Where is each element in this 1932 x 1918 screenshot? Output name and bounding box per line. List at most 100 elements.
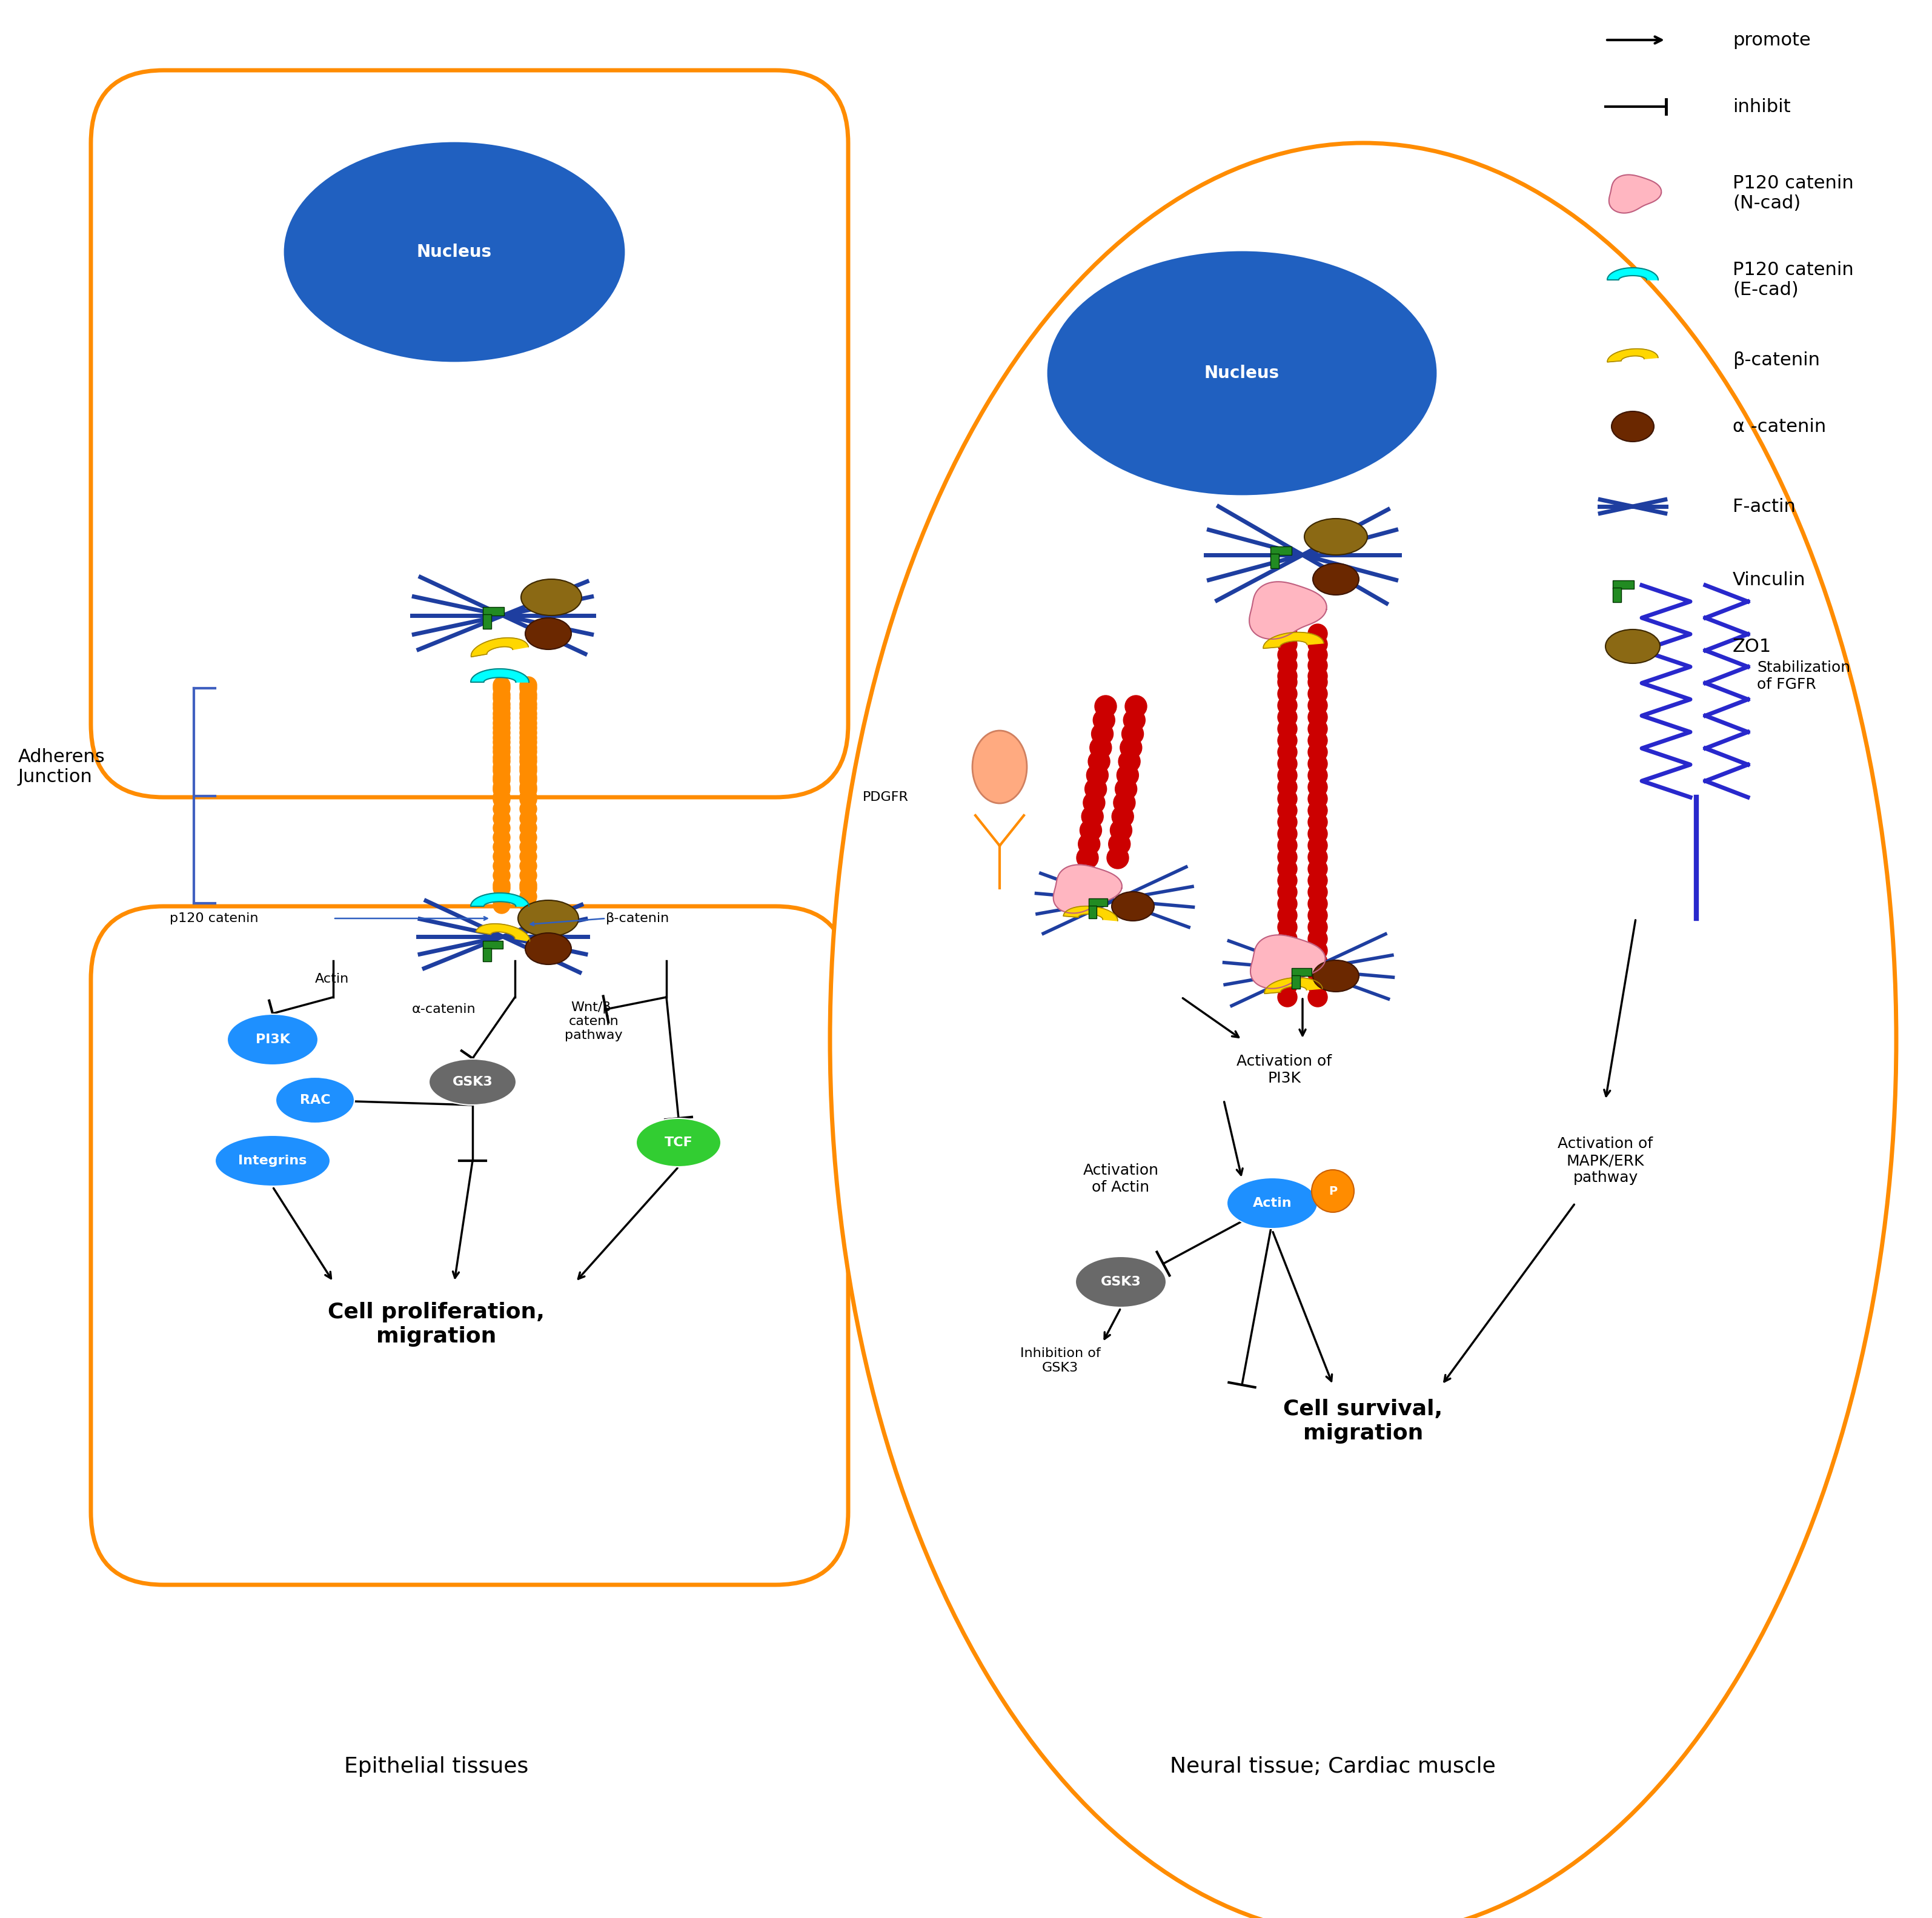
Text: PDGFR: PDGFR (864, 792, 908, 804)
Circle shape (1277, 988, 1296, 1007)
Circle shape (493, 710, 510, 727)
Circle shape (1308, 942, 1327, 961)
Circle shape (493, 829, 510, 846)
Circle shape (493, 790, 510, 807)
Circle shape (1277, 685, 1296, 704)
Circle shape (1109, 832, 1130, 855)
Circle shape (1308, 988, 1327, 1007)
Circle shape (520, 888, 537, 905)
FancyBboxPatch shape (1090, 900, 1107, 907)
Circle shape (1122, 723, 1144, 744)
Ellipse shape (522, 579, 582, 616)
FancyBboxPatch shape (91, 907, 848, 1584)
Circle shape (1277, 871, 1296, 890)
Text: inhibit: inhibit (1733, 98, 1791, 115)
Circle shape (520, 715, 537, 733)
Circle shape (1308, 742, 1327, 761)
Circle shape (1277, 976, 1296, 995)
Circle shape (493, 735, 510, 750)
Circle shape (520, 800, 537, 817)
Circle shape (520, 809, 537, 827)
Circle shape (493, 760, 510, 777)
Text: Nucleus: Nucleus (417, 244, 493, 261)
Circle shape (1308, 635, 1327, 654)
Circle shape (520, 750, 537, 765)
Circle shape (1095, 696, 1117, 717)
Text: Activation
of Actin: Activation of Actin (1084, 1162, 1159, 1195)
Circle shape (1308, 953, 1327, 972)
Circle shape (1308, 894, 1327, 913)
Circle shape (493, 867, 510, 884)
Polygon shape (1264, 978, 1321, 994)
Ellipse shape (1611, 410, 1654, 441)
Polygon shape (1250, 934, 1325, 988)
Text: GSK3: GSK3 (452, 1076, 493, 1088)
Circle shape (1277, 825, 1296, 844)
Circle shape (1308, 905, 1327, 924)
Circle shape (1277, 644, 1296, 664)
Circle shape (493, 848, 510, 865)
Circle shape (1308, 777, 1327, 796)
Circle shape (1308, 928, 1327, 949)
Circle shape (520, 857, 537, 875)
Circle shape (493, 700, 510, 717)
Circle shape (520, 880, 537, 896)
Circle shape (493, 744, 510, 760)
Circle shape (1277, 635, 1296, 654)
Circle shape (520, 677, 537, 694)
FancyBboxPatch shape (91, 71, 848, 798)
Circle shape (1277, 742, 1296, 761)
Polygon shape (1264, 633, 1323, 648)
Polygon shape (471, 894, 529, 907)
Text: GSK3: GSK3 (1101, 1275, 1142, 1289)
FancyBboxPatch shape (483, 947, 491, 961)
Circle shape (1122, 710, 1146, 731)
Text: Inhibition of
GSK3: Inhibition of GSK3 (1020, 1348, 1101, 1373)
Circle shape (1076, 848, 1099, 869)
Circle shape (520, 781, 537, 798)
Circle shape (520, 687, 537, 704)
Circle shape (1277, 754, 1296, 773)
Circle shape (1308, 825, 1327, 844)
Circle shape (1094, 710, 1115, 731)
Circle shape (1308, 696, 1327, 715)
FancyBboxPatch shape (1293, 974, 1300, 988)
Circle shape (520, 719, 537, 737)
Text: β-catenin: β-catenin (607, 913, 670, 924)
Circle shape (520, 877, 537, 894)
Polygon shape (1607, 269, 1658, 280)
FancyBboxPatch shape (1293, 969, 1312, 976)
Circle shape (520, 696, 537, 713)
Circle shape (1111, 806, 1134, 827)
Text: β-catenin: β-catenin (1733, 351, 1820, 368)
Ellipse shape (518, 900, 578, 936)
Ellipse shape (429, 1059, 516, 1105)
Circle shape (1308, 871, 1327, 890)
Circle shape (493, 687, 510, 704)
Circle shape (1111, 819, 1132, 842)
Circle shape (1308, 836, 1327, 855)
FancyBboxPatch shape (483, 940, 502, 949)
Circle shape (493, 880, 510, 896)
Text: Actin: Actin (315, 972, 350, 986)
Circle shape (1277, 965, 1296, 984)
Ellipse shape (1314, 961, 1358, 992)
Circle shape (493, 696, 510, 713)
Ellipse shape (526, 932, 572, 965)
Circle shape (493, 754, 510, 769)
Text: P120 catenin
(N-cad): P120 catenin (N-cad) (1733, 175, 1853, 213)
Text: Adherens
Junction: Adherens Junction (17, 748, 104, 786)
Circle shape (1119, 750, 1140, 773)
Text: Cell proliferation,
migration: Cell proliferation, migration (328, 1302, 545, 1346)
Circle shape (1277, 859, 1296, 878)
Circle shape (520, 848, 537, 865)
Text: P: P (1329, 1185, 1337, 1197)
Text: Epithelial tissues: Epithelial tissues (344, 1757, 527, 1776)
Ellipse shape (214, 1135, 330, 1185)
Ellipse shape (831, 144, 1895, 1918)
Text: α -catenin: α -catenin (1733, 418, 1826, 435)
Circle shape (1277, 656, 1296, 675)
Circle shape (493, 877, 510, 894)
Circle shape (1090, 737, 1111, 760)
Circle shape (1277, 928, 1296, 949)
